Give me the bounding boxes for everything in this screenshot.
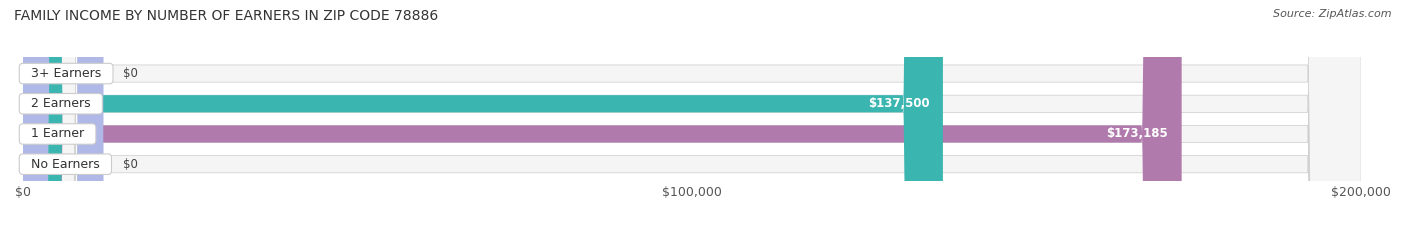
Text: 1 Earner: 1 Earner <box>22 127 93 140</box>
FancyBboxPatch shape <box>22 0 1361 233</box>
FancyBboxPatch shape <box>22 0 1361 233</box>
Text: FAMILY INCOME BY NUMBER OF EARNERS IN ZIP CODE 78886: FAMILY INCOME BY NUMBER OF EARNERS IN ZI… <box>14 9 439 23</box>
Text: Source: ZipAtlas.com: Source: ZipAtlas.com <box>1274 9 1392 19</box>
FancyBboxPatch shape <box>22 0 943 233</box>
Text: $0: $0 <box>124 158 138 171</box>
Text: $137,500: $137,500 <box>868 97 929 110</box>
Text: 3+ Earners: 3+ Earners <box>22 67 110 80</box>
Text: No Earners: No Earners <box>22 158 108 171</box>
FancyBboxPatch shape <box>22 0 1181 233</box>
Text: $173,185: $173,185 <box>1107 127 1168 140</box>
FancyBboxPatch shape <box>22 0 103 233</box>
Text: $0: $0 <box>124 67 138 80</box>
Text: 2 Earners: 2 Earners <box>22 97 98 110</box>
FancyBboxPatch shape <box>22 0 1361 233</box>
FancyBboxPatch shape <box>22 0 103 233</box>
FancyBboxPatch shape <box>22 0 1361 233</box>
